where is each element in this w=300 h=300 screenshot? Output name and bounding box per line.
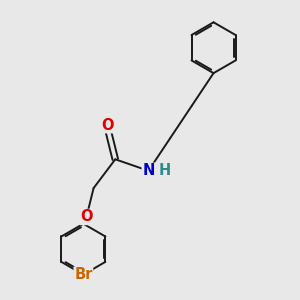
Text: O: O: [80, 209, 93, 224]
Text: N: N: [142, 163, 154, 178]
Text: Br: Br: [74, 267, 93, 282]
Text: H: H: [158, 163, 171, 178]
Text: O: O: [101, 118, 114, 133]
